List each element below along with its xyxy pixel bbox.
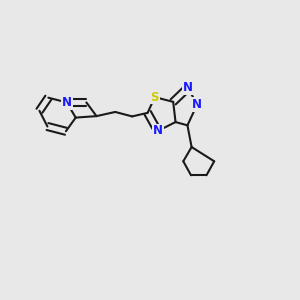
- Text: N: N: [62, 96, 72, 109]
- Text: N: N: [183, 81, 193, 94]
- Text: S: S: [151, 91, 159, 103]
- Text: N: N: [192, 98, 202, 111]
- Text: N: N: [153, 124, 163, 137]
